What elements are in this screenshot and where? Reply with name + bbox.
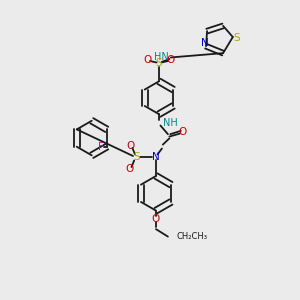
Text: O: O	[167, 56, 175, 65]
Text: NH: NH	[163, 118, 177, 128]
Text: O: O	[125, 164, 133, 174]
Text: O: O	[127, 140, 135, 151]
Text: S: S	[233, 33, 240, 43]
Text: O: O	[179, 127, 187, 137]
Text: S: S	[133, 152, 140, 163]
Text: HN: HN	[154, 52, 169, 62]
Text: F: F	[98, 142, 104, 152]
Text: N: N	[201, 38, 208, 48]
Text: O: O	[152, 214, 160, 224]
Text: N: N	[152, 152, 160, 163]
Text: CH₂CH₃: CH₂CH₃	[177, 232, 208, 241]
Text: S: S	[156, 58, 162, 68]
Text: O: O	[143, 56, 151, 65]
